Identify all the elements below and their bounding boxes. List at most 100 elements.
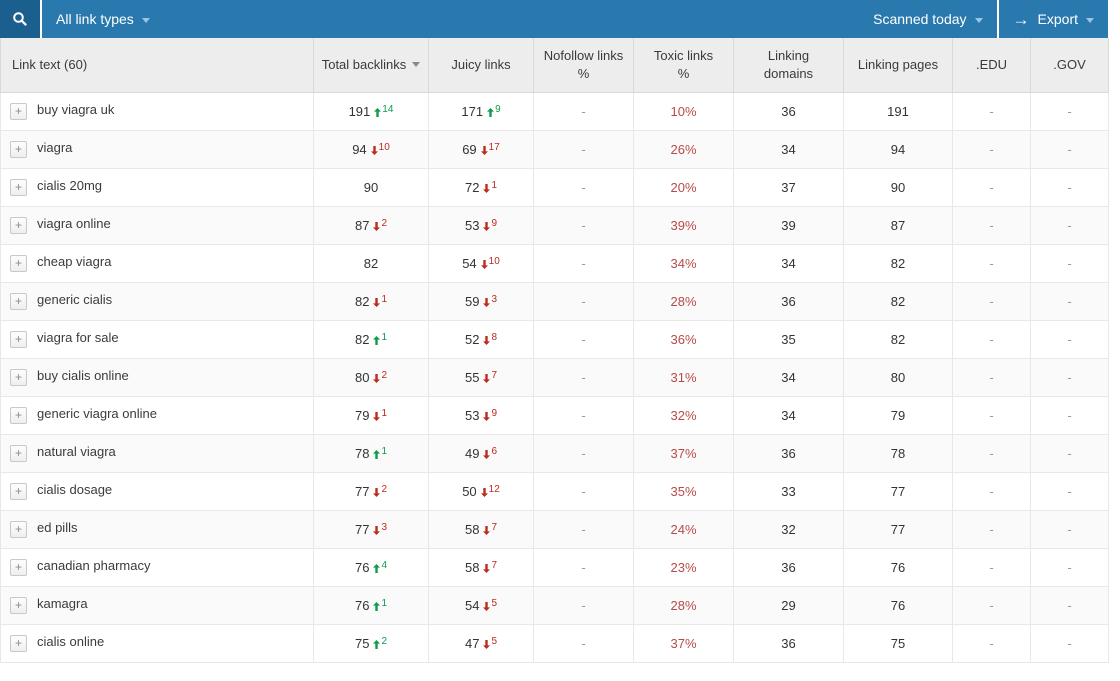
gov-count: - [1067, 255, 1072, 271]
gov-count-cell: - [1030, 167, 1109, 207]
expand-row-button[interactable] [10, 102, 27, 120]
link-text-cell: cheap viagra [0, 243, 314, 283]
gov-count-cell: - [1030, 433, 1109, 473]
column-header-total-backlinks[interactable]: Total backlinks [313, 38, 429, 93]
total-value: 76 [354, 597, 370, 613]
expand-row-button[interactable] [10, 406, 27, 424]
table-row: natural viagra 78 1 49 6 - 37% 36 78 - - [0, 433, 1109, 473]
nofollow-percent: - [581, 407, 586, 423]
linking-pages: 79 [890, 407, 906, 423]
delta-value: 10 [488, 255, 500, 267]
link-text[interactable]: ed pills [37, 520, 78, 536]
link-type-filter-dropdown[interactable]: All link types [42, 0, 164, 38]
link-text[interactable]: cialis 20mg [37, 178, 103, 194]
column-header-juicy-links[interactable]: Juicy links [428, 38, 534, 93]
arrow-down-icon [373, 297, 381, 307]
expand-row-button[interactable] [10, 140, 27, 158]
delta-value: 12 [488, 483, 500, 495]
link-text[interactable]: cheap viagra [37, 254, 112, 270]
linking-domains: 34 [781, 407, 796, 423]
link-text[interactable]: cialis online [37, 634, 105, 650]
expand-row-button[interactable] [10, 368, 27, 386]
delta-value: 1 [491, 179, 498, 191]
search-button[interactable] [0, 0, 42, 38]
arrow-down-icon [373, 221, 381, 231]
expand-row-button[interactable] [10, 596, 27, 614]
nofollow-percent-cell: - [533, 471, 634, 511]
expand-row-button[interactable] [10, 330, 27, 348]
total-cell: 80 2 [313, 357, 429, 397]
edu-count-cell: - [952, 623, 1031, 663]
toolbar-divider [996, 0, 999, 38]
expand-row-button[interactable] [10, 292, 27, 310]
scan-status-dropdown[interactable]: Scanned today [859, 0, 996, 38]
export-button[interactable]: Export [999, 0, 1108, 38]
linking-pages: 191 [887, 103, 909, 119]
juicy-value: 49 [464, 445, 480, 461]
delta-value: 7 [491, 559, 498, 571]
expand-row-button[interactable] [10, 520, 27, 538]
juicy-cell: 54 5 [428, 585, 534, 625]
edu-count: - [989, 369, 994, 385]
expand-row-button[interactable] [10, 254, 27, 272]
link-text[interactable]: viagra online [37, 216, 111, 232]
link-text[interactable]: viagra for sale [37, 330, 119, 346]
edu-count-cell: - [952, 167, 1031, 207]
link-text[interactable]: canadian pharmacy [37, 558, 151, 574]
edu-count: - [989, 483, 994, 499]
link-text[interactable]: kamagra [37, 596, 88, 612]
delta-down: 10 [480, 255, 500, 271]
table-row: cialis dosage 77 2 50 12 - 35% 33 77 - - [0, 471, 1109, 511]
link-text[interactable]: viagra [37, 140, 73, 156]
link-text-cell: viagra [0, 129, 314, 169]
linking-domains: 36 [781, 635, 796, 651]
linking-pages-cell: 90 [843, 167, 953, 207]
linking-pages: 80 [890, 369, 906, 385]
total-cell: 77 3 [313, 509, 429, 549]
total-value: 77 [354, 521, 370, 537]
linking-pages: 77 [890, 483, 906, 499]
link-text[interactable]: generic viagra online [37, 406, 157, 422]
arrow-down-icon [483, 525, 491, 535]
column-header-nofollow-links[interactable]: Nofollow links % [533, 38, 634, 93]
link-text[interactable]: buy cialis online [37, 368, 129, 384]
column-header-link-text[interactable]: Link text (60) [0, 38, 314, 93]
expand-row-button[interactable] [10, 444, 27, 462]
column-header-linking-domains[interactable]: Linking domains [733, 38, 844, 93]
column-header-gov[interactable]: .GOV [1030, 38, 1109, 93]
expand-row-button[interactable] [10, 178, 27, 196]
backlinks-panel: All link types Scanned today Export Link… [0, 0, 1108, 663]
column-header-edu[interactable]: .EDU [952, 38, 1031, 93]
expand-row-button[interactable] [10, 482, 27, 500]
edu-count-cell: - [952, 281, 1031, 321]
expand-row-button[interactable] [10, 634, 27, 652]
delta-value: 14 [382, 103, 394, 115]
delta-value: 17 [488, 141, 500, 153]
column-header-toxic-links[interactable]: Toxic links % [633, 38, 734, 93]
link-text[interactable]: generic cialis [37, 292, 113, 308]
link-text[interactable]: buy viagra uk [37, 102, 115, 118]
edu-count: - [989, 255, 994, 271]
toxic-percent: 37% [670, 445, 697, 461]
expand-row-button[interactable] [10, 216, 27, 234]
total-cell: 82 1 [313, 281, 429, 321]
arrow-down-icon [373, 373, 381, 383]
link-text[interactable]: natural viagra [37, 444, 116, 460]
total-cell: 79 1 [313, 395, 429, 435]
expand-row-button[interactable] [10, 558, 27, 576]
total-value: 77 [354, 483, 370, 499]
linking-domains-cell: 36 [733, 623, 844, 663]
nofollow-percent-cell: - [533, 91, 634, 131]
column-header-linking-pages[interactable]: Linking pages [843, 38, 953, 93]
total-value: 80 [354, 369, 370, 385]
toxic-percent-cell: 20% [633, 167, 734, 207]
juicy-cell: 53 9 [428, 205, 534, 245]
arrow-down-icon [373, 525, 381, 535]
gov-count: - [1067, 635, 1072, 651]
edu-count: - [989, 179, 994, 195]
gov-count-cell: - [1030, 243, 1109, 283]
gov-count-cell: - [1030, 281, 1109, 321]
nofollow-percent: - [581, 217, 586, 233]
link-text[interactable]: cialis dosage [37, 482, 113, 498]
link-text-cell: ed pills [0, 509, 314, 549]
